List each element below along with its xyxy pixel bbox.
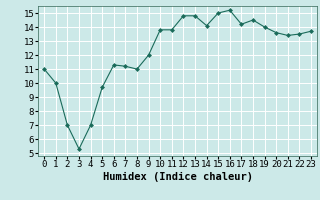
X-axis label: Humidex (Indice chaleur): Humidex (Indice chaleur) bbox=[103, 172, 252, 182]
